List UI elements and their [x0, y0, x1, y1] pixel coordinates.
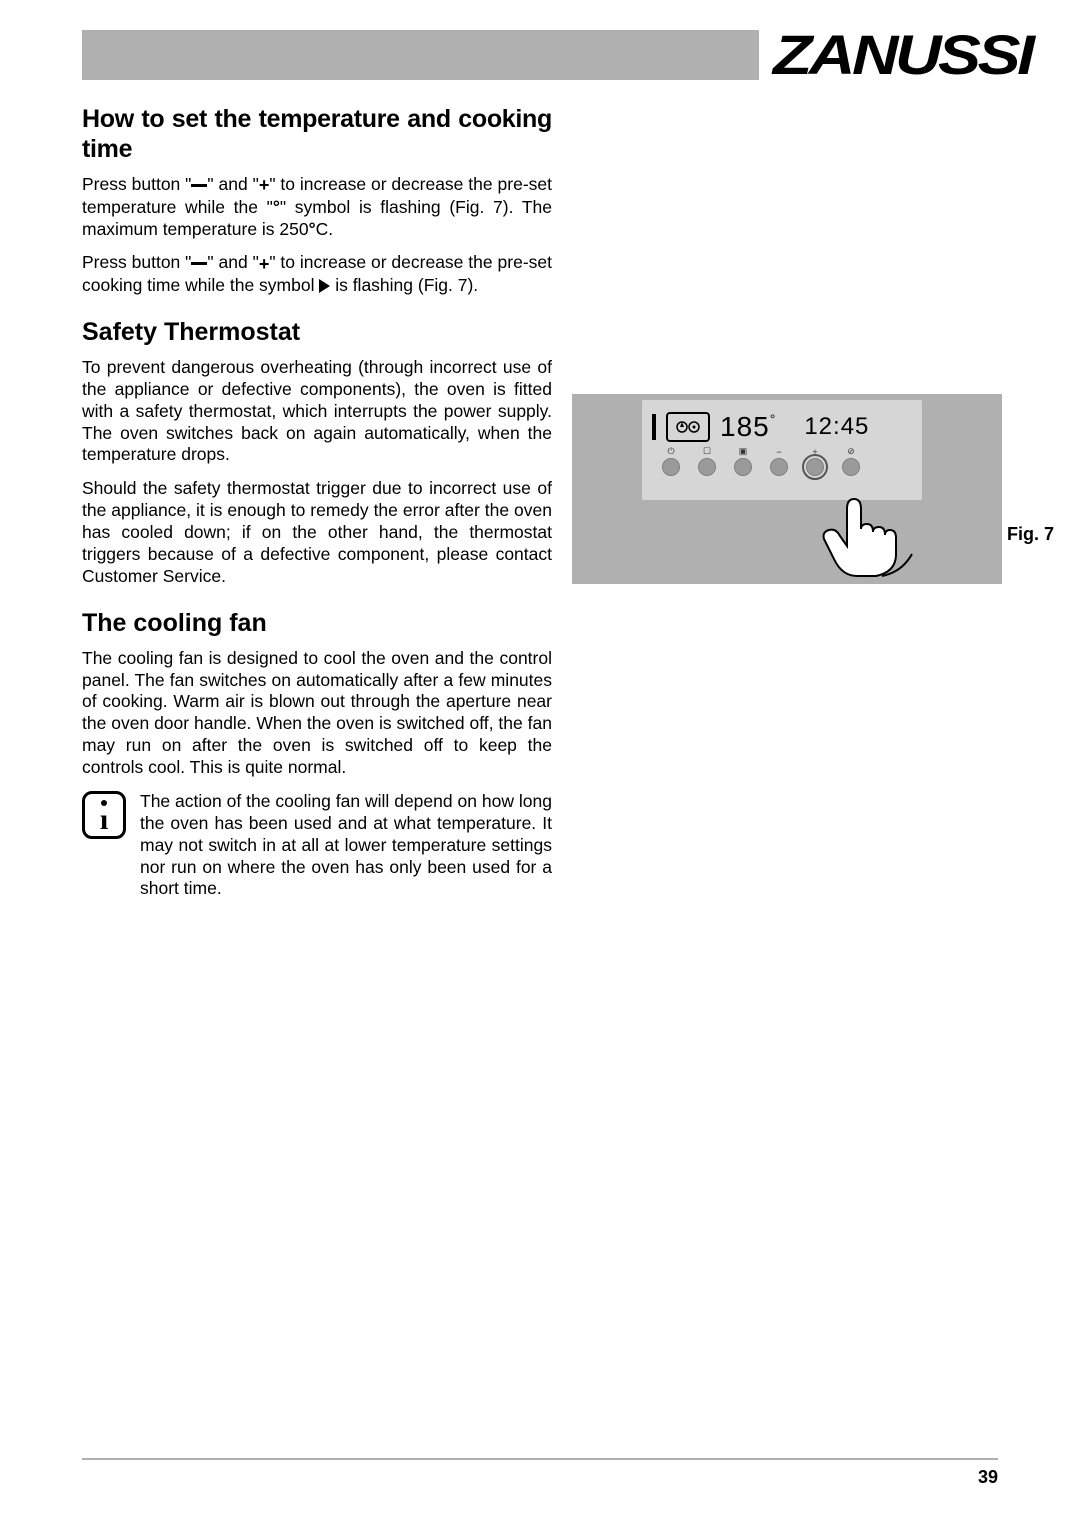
- plus-icon: +: [259, 174, 270, 197]
- header-gray-block: [82, 30, 759, 80]
- display-row: 185° 12:45: [652, 408, 912, 446]
- info-block: ı The action of the cooling fan will dep…: [82, 791, 552, 900]
- left-column: How to set the temperature and cooking t…: [82, 104, 552, 920]
- btn-label: ⊘: [842, 446, 860, 457]
- panel-button-1[interactable]: [662, 458, 680, 476]
- right-column: 185° 12:45 ⏻ ☐ ▣ − + ⊘: [582, 104, 998, 920]
- text-frag: " and ": [207, 174, 258, 194]
- info-i-glyph: ı: [100, 809, 108, 830]
- time-display: 12:45: [804, 413, 869, 441]
- heading-safety: Safety Thermostat: [82, 317, 552, 347]
- footer-rule: [82, 1458, 998, 1460]
- panel-button-3[interactable]: [734, 458, 752, 476]
- degree-icon: °: [273, 197, 280, 219]
- temp-value: 185: [720, 411, 770, 442]
- temperature-display: 185°: [720, 411, 776, 443]
- heading-cooling: The cooling fan: [82, 608, 552, 638]
- control-panel: 185° 12:45 ⏻ ☐ ▣ − + ⊘: [572, 394, 1002, 584]
- panel-button-2[interactable]: [698, 458, 716, 476]
- degree-icon: °: [309, 219, 316, 241]
- text-frag: Press button ": [82, 252, 191, 272]
- mode-indicator: [666, 412, 710, 442]
- minus-icon: [191, 262, 207, 265]
- button-label-row: ⏻ ☐ ▣ − + ⊘: [662, 446, 860, 457]
- hand-icon: [812, 494, 922, 584]
- btn-label: ▣: [734, 446, 752, 457]
- section-safety: Safety Thermostat To prevent dangerous o…: [82, 317, 552, 588]
- play-triangle-icon: [319, 279, 330, 293]
- temp-paragraph-1: Press button "" and "+" to increase or d…: [82, 174, 552, 240]
- btn-label: ☐: [698, 446, 716, 457]
- fan-mode-icon: [673, 418, 703, 436]
- minus-icon: [191, 184, 207, 187]
- text-frag: is flashing (Fig. 7).: [330, 275, 478, 295]
- section-cooling: The cooling fan The cooling fan is desig…: [82, 608, 552, 901]
- info-icon: ı: [82, 791, 126, 839]
- plus-icon: +: [259, 253, 270, 276]
- text-frag: Press button ": [82, 174, 191, 194]
- text-frag: " and ": [207, 252, 258, 272]
- panel-button-minus[interactable]: [770, 458, 788, 476]
- cooling-paragraph-1: The cooling fan is designed to cool the …: [82, 648, 552, 779]
- info-icon-inner: ı: [100, 800, 108, 830]
- page-number: 39: [978, 1467, 998, 1488]
- btn-label: −: [770, 447, 788, 457]
- btn-label: ⏻: [662, 446, 680, 457]
- content-columns: How to set the temperature and cooking t…: [82, 104, 998, 920]
- figure-7: 185° 12:45 ⏻ ☐ ▣ − + ⊘: [582, 394, 998, 584]
- header-bar: ZANUSSI: [82, 30, 998, 80]
- display-bar-icon: [652, 414, 656, 440]
- heading-temperature: How to set the temperature and cooking t…: [82, 104, 552, 164]
- cooling-info-text: The action of the cooling fan will depen…: [140, 791, 552, 900]
- page: ZANUSSI How to set the temperature and c…: [0, 0, 1080, 1532]
- temp-paragraph-2: Press button "" and "+" to increase or d…: [82, 252, 552, 297]
- btn-label: +: [806, 447, 824, 457]
- safety-paragraph-1: To prevent dangerous overheating (throug…: [82, 357, 552, 466]
- button-row: [662, 458, 860, 476]
- safety-paragraph-2: Should the safety thermostat trigger due…: [82, 478, 552, 587]
- figure-label: Fig. 7: [1007, 524, 1054, 545]
- panel-button-plus[interactable]: [806, 458, 824, 476]
- section-temperature: How to set the temperature and cooking t…: [82, 104, 552, 297]
- brand-logo: ZANUSSI: [773, 30, 1032, 80]
- panel-button-6[interactable]: [842, 458, 860, 476]
- text-frag: C.: [316, 219, 334, 239]
